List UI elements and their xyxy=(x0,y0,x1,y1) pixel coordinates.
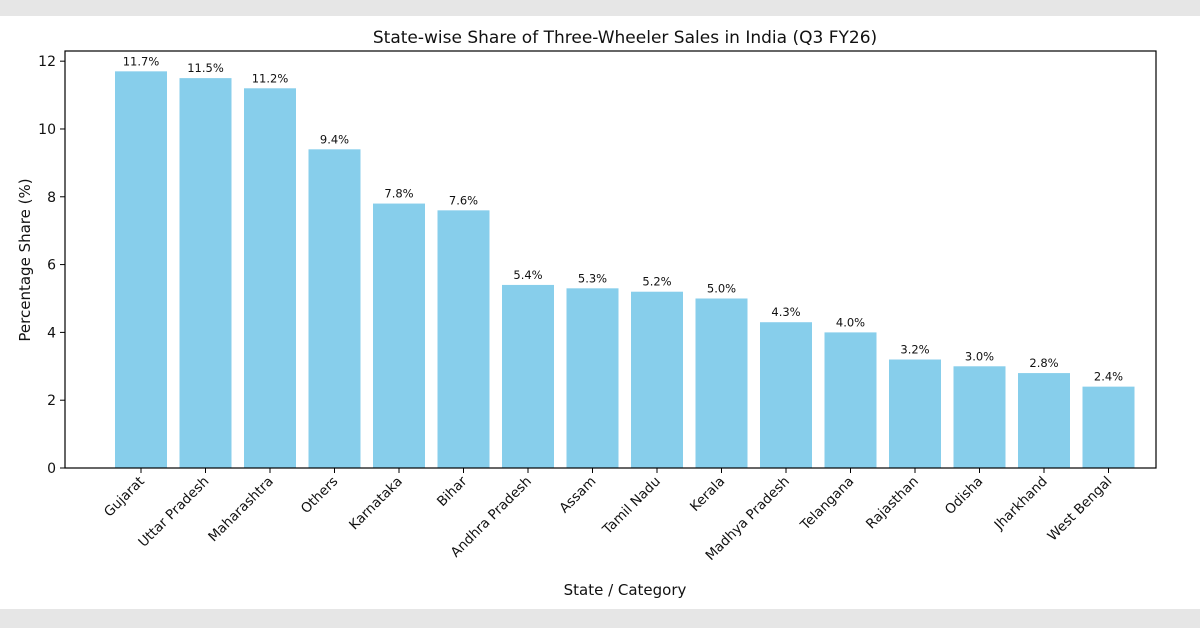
bar xyxy=(373,203,425,468)
x-tick-label: Gujarat xyxy=(101,474,148,521)
x-tick-label: Karnataka xyxy=(346,474,406,534)
data-label: 7.6% xyxy=(449,193,478,207)
y-tick-label: 2 xyxy=(47,393,56,409)
data-label: 5.2% xyxy=(642,275,671,289)
y-tick-label: 12 xyxy=(38,54,56,70)
x-tick-label: Bihar xyxy=(434,473,471,510)
bar xyxy=(953,366,1006,468)
bar xyxy=(695,298,748,468)
bar xyxy=(1018,373,1070,468)
bottom-band xyxy=(0,609,1200,628)
data-label: 11.2% xyxy=(252,71,289,85)
data-label: 7.8% xyxy=(384,187,413,201)
y-tick-label: 4 xyxy=(47,325,56,341)
y-tick-label: 8 xyxy=(47,190,56,206)
x-tick-label: Maharashtra xyxy=(205,474,277,546)
x-tick-label: West Bengal xyxy=(1044,474,1115,545)
y-tick-label: 10 xyxy=(38,122,56,138)
bar xyxy=(566,288,619,468)
bar xyxy=(824,332,877,468)
x-tick-label: Telangana xyxy=(797,474,857,534)
x-tick-label: Kerala xyxy=(687,474,728,515)
x-tick-label: Tamil Nadu xyxy=(599,474,664,539)
bar xyxy=(1082,386,1135,468)
data-label: 11.7% xyxy=(123,54,160,68)
bar xyxy=(308,149,361,468)
data-label: 4.0% xyxy=(836,315,865,329)
bar xyxy=(244,88,296,468)
bar xyxy=(760,322,812,468)
y-tick-label: 6 xyxy=(47,258,56,274)
x-tick-label: Rajasthan xyxy=(863,474,922,533)
x-tick-label: Assam xyxy=(556,474,599,517)
plot-frame xyxy=(64,50,1157,469)
y-axis-label: Percentage Share (%) xyxy=(16,178,34,341)
bar xyxy=(502,284,554,468)
x-tick-label: Others xyxy=(298,474,341,517)
data-label: 9.4% xyxy=(320,132,349,146)
data-label: 2.4% xyxy=(1094,370,1123,384)
top-band xyxy=(0,0,1200,16)
x-tick-label: Jharkhand xyxy=(991,474,1051,534)
data-label: 3.0% xyxy=(965,349,994,363)
bar xyxy=(179,78,232,468)
data-label: 5.3% xyxy=(578,271,607,285)
data-label: 4.3% xyxy=(771,305,800,319)
data-label: 5.0% xyxy=(707,281,736,295)
data-label: 11.5% xyxy=(187,61,224,75)
bar xyxy=(889,359,941,468)
bar xyxy=(115,71,167,468)
bar xyxy=(437,210,490,468)
y-tick-label: 0 xyxy=(47,461,56,477)
x-axis-label: State / Category xyxy=(564,581,687,599)
chart-title: State-wise Share of Three-Wheeler Sales … xyxy=(373,28,877,48)
data-label: 3.2% xyxy=(900,343,929,357)
x-tick-label: Odisha xyxy=(942,474,986,518)
data-label: 5.4% xyxy=(513,268,542,282)
data-label: 2.8% xyxy=(1029,356,1058,370)
bar xyxy=(631,291,683,468)
